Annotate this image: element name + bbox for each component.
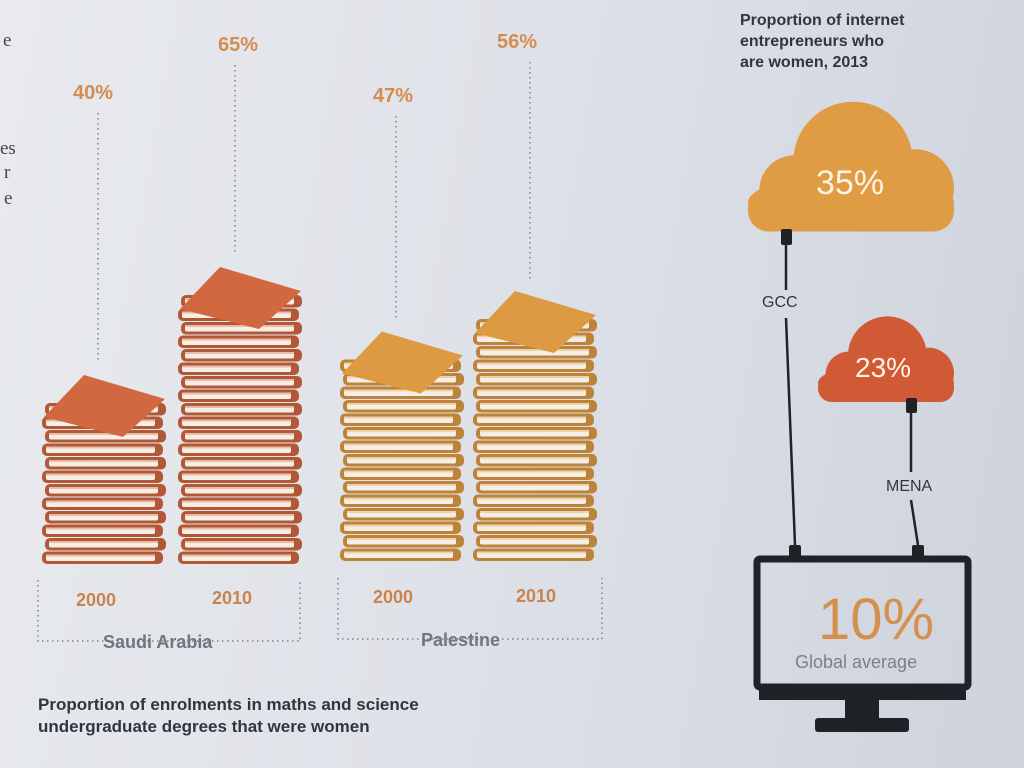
cut-text-3: r [4,162,11,183]
year-saudi-2000: 2000 [76,590,117,610]
gcc-value: 35% [816,164,885,202]
gcc-label: GCC [762,294,798,311]
book-stack-palestine-2010 [473,291,597,561]
monitor-icon [753,555,972,732]
book-stack-palestine-2000 [340,331,464,561]
mena-value: 23% [855,352,912,383]
global-average-value: 10% [818,587,935,652]
mena-cloud [818,316,954,402]
book-stack-saudi-2010 [178,267,302,564]
entrepreneurs-title-line2: entrepreneurs who [740,33,885,50]
entrepreneurs-title-line3: are women, 2013 [740,54,869,71]
entrepreneurs-title-line1: Proportion of internet [740,12,905,29]
pct-label-palestine-2000: 47% [373,85,414,107]
year-palestine-2010: 2010 [516,586,557,606]
bracket-saudi-arabia [37,580,301,642]
pct-label-palestine-2010: 56% [497,31,538,53]
year-palestine-2000: 2000 [373,587,414,607]
cut-text-1: e [3,30,12,51]
enrolment-caption-line1: Proportion of enrolments in maths and sc… [38,695,419,714]
cut-text-2: es [0,138,16,159]
gcc-cable-lower [784,317,797,546]
country-palestine: Palestine [421,630,501,650]
gcc-cloud [748,101,954,232]
pct-label-saudi-2000: 40% [73,82,114,104]
book-stack-saudi-2000 [42,375,166,564]
year-saudi-2010: 2010 [212,588,253,608]
bracket-palestine [337,578,603,640]
mena-connector-top [906,398,917,413]
mena-label: MENA [886,478,933,495]
global-average-label: Global average [795,652,918,672]
cut-text-4: e [4,188,13,209]
country-saudi-arabia: Saudi Arabia [103,632,213,652]
gcc-connector-top [781,229,792,245]
pct-label-saudi-2010: 65% [218,34,259,56]
mena-cable-lower [909,499,920,546]
enrolment-caption-line2: undergraduate degrees that were women [38,717,370,736]
